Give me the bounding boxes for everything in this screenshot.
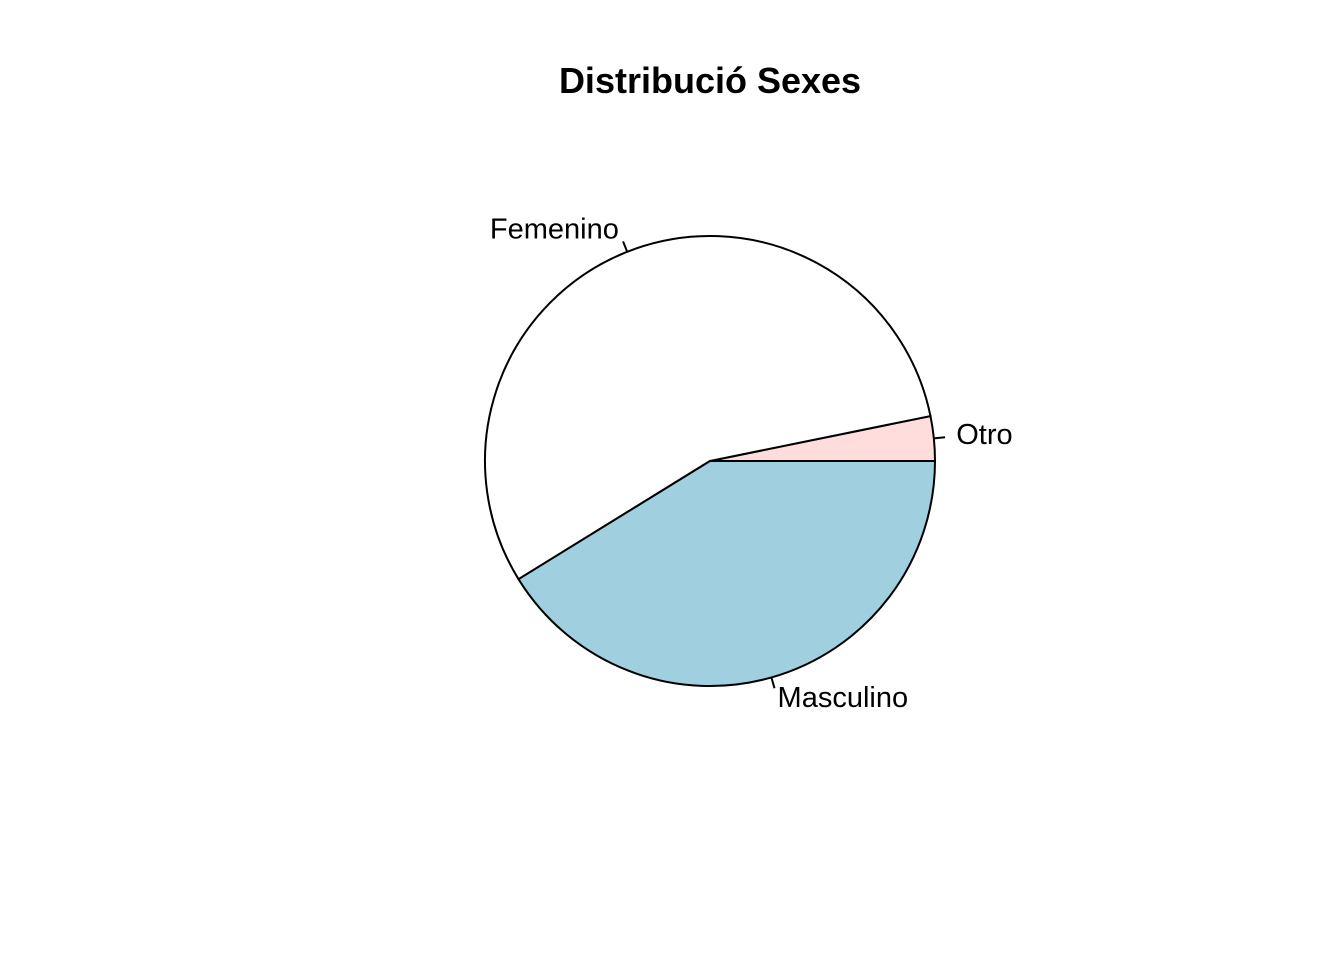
pie-label-otro: Otro [956, 419, 1012, 451]
pie-tick-masculino [770, 677, 776, 689]
pie-tick-otro [933, 436, 946, 440]
pie-label-femenino: Femenino [490, 214, 619, 246]
pie-label-masculino: Masculino [778, 682, 909, 714]
pie-label-ticks [622, 240, 946, 689]
chart-title: Distribució Sexes [559, 60, 861, 101]
pie-labels: Otro Femenino Masculino [490, 214, 1013, 714]
pie-slice-femenino [484, 235, 932, 581]
pie-slice-masculino [517, 460, 937, 687]
pie-slices [484, 235, 937, 687]
pie-tick-femenino [622, 240, 629, 253]
